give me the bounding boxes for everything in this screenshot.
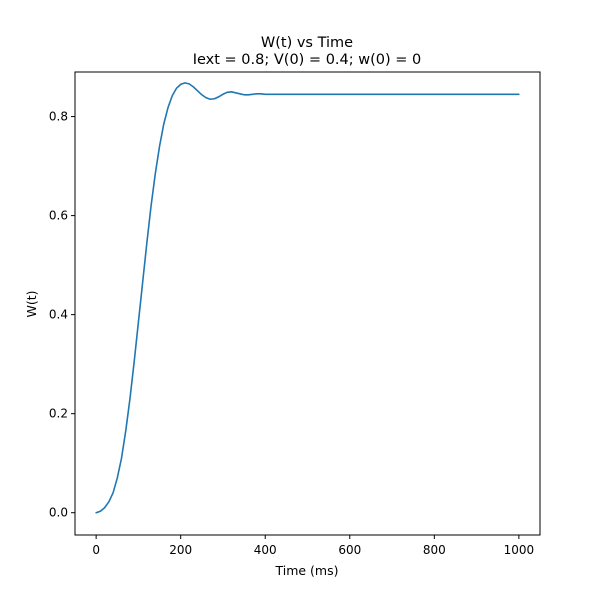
y-tick-label: 0.4 [49,308,68,322]
chart-title: W(t) vs Time [261,35,353,51]
y-axis: 0.0 0.2 0.4 0.6 0.8 [49,110,75,520]
x-tick-label: 800 [423,543,446,557]
x-tick-label: 200 [169,543,192,557]
x-tick-label: 1000 [504,543,535,557]
y-axis-label: W(t) [24,290,39,317]
x-axis: 0 200 400 600 800 1000 [92,535,534,557]
x-tick-label: 0 [92,543,100,557]
chart-subtitle: Iext = 0.8; V(0) = 0.4; w(0) = 0 [193,52,422,68]
series-line-w [95,82,520,514]
plot-area [95,82,520,514]
y-tick-label: 0.8 [49,110,68,124]
x-tick-label: 600 [338,543,361,557]
y-tick-label: 0.2 [49,407,68,421]
x-tick-label: 400 [254,543,277,557]
x-axis-label: Time (ms) [274,563,338,578]
y-tick-label: 0.6 [49,209,68,223]
y-tick-label: 0.0 [49,506,68,520]
plot-frame [74,71,541,536]
